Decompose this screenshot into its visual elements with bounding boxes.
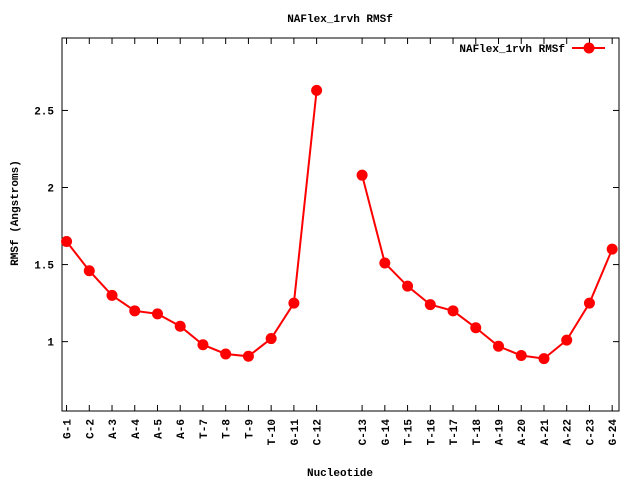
x-tick-label: A-20 bbox=[517, 419, 529, 445]
data-point-A-20 bbox=[515, 350, 527, 362]
legend: NAFlex_1rvh RMSf bbox=[459, 42, 605, 56]
x-tick-label: T-18 bbox=[472, 419, 484, 446]
data-point-A-22 bbox=[561, 334, 573, 346]
y-tick-label: 2 bbox=[47, 184, 54, 196]
data-point-T-9 bbox=[242, 350, 254, 362]
x-tick-label: G-11 bbox=[290, 419, 302, 446]
axes: 1 1.5 2 2.5 G-1 C-2 A-3 A-4 A-5 A-6 T-7 T-8 T-9 T-10 G… bbox=[34, 38, 620, 445]
x-tick-label: T-10 bbox=[267, 419, 279, 445]
data-point-A-5 bbox=[151, 308, 163, 320]
y-tick-label: 2.5 bbox=[34, 106, 54, 118]
x-tick-label: A-22 bbox=[563, 419, 575, 445]
x-tick-label: G-24 bbox=[608, 419, 620, 446]
x-tick-label: G-1 bbox=[63, 419, 75, 439]
series-line bbox=[361, 174, 614, 360]
y-tick-label: 1 bbox=[47, 338, 54, 350]
data-point-C-2 bbox=[83, 265, 95, 277]
x-tick-label: T-17 bbox=[449, 419, 461, 445]
data-point-G-1 bbox=[61, 235, 73, 247]
x-tick-label: T-15 bbox=[404, 419, 416, 446]
y-axis-label: RMSf (Angstroms) bbox=[10, 160, 22, 266]
x-tick-label: A-6 bbox=[176, 419, 188, 439]
x-tick-label: T-9 bbox=[244, 419, 256, 439]
x-tick-label: T-8 bbox=[222, 419, 234, 439]
data-point-G-14 bbox=[379, 257, 391, 269]
data-point-A-19 bbox=[493, 340, 505, 352]
data-point-C-13 bbox=[356, 169, 368, 181]
data-point-T-8 bbox=[220, 348, 232, 360]
legend-label: NAFlex_1rvh RMSf bbox=[459, 44, 565, 56]
x-tick-label: G-14 bbox=[381, 419, 393, 446]
x-tick-label: A-21 bbox=[540, 419, 552, 446]
data-point-T-17 bbox=[447, 305, 459, 317]
x-axis-label: Nucleotide bbox=[307, 468, 373, 480]
data-point-A-6 bbox=[174, 320, 186, 332]
data-point-C-12 bbox=[311, 84, 323, 96]
data-point-A-4 bbox=[129, 305, 141, 317]
data-point-C-23 bbox=[583, 297, 595, 309]
x-tick-label: A-3 bbox=[108, 419, 120, 439]
x-tick-label: C-13 bbox=[358, 419, 370, 446]
data-point-T-16 bbox=[424, 299, 436, 311]
plot-frame bbox=[61, 37, 620, 412]
chart-title: NAFlex_1rvh RMSf bbox=[287, 14, 393, 26]
x-tick-label: C-12 bbox=[313, 419, 325, 445]
x-tick-label: A-19 bbox=[495, 419, 507, 445]
data-point-T-10 bbox=[265, 333, 277, 345]
series-line bbox=[65, 90, 318, 358]
data-point-A-21 bbox=[538, 353, 550, 365]
data-point-G-24 bbox=[606, 243, 618, 255]
data-point-T-7 bbox=[197, 339, 209, 351]
x-tick-label: C-23 bbox=[585, 419, 597, 446]
data-point-A-3 bbox=[106, 289, 118, 301]
x-tick-label: A-5 bbox=[153, 419, 165, 439]
legend-marker bbox=[583, 42, 595, 54]
data-point-T-15 bbox=[402, 280, 414, 292]
y-tick-label: 1.5 bbox=[34, 261, 54, 273]
data-point-G-11 bbox=[288, 297, 300, 309]
x-tick-label: A-4 bbox=[131, 419, 143, 439]
x-tick-label: T-7 bbox=[199, 419, 211, 439]
series-rmsf bbox=[61, 84, 618, 365]
x-tick-label: T-16 bbox=[426, 419, 438, 445]
x-tick-label: C-2 bbox=[85, 419, 97, 439]
data-point-T-18 bbox=[470, 322, 482, 334]
